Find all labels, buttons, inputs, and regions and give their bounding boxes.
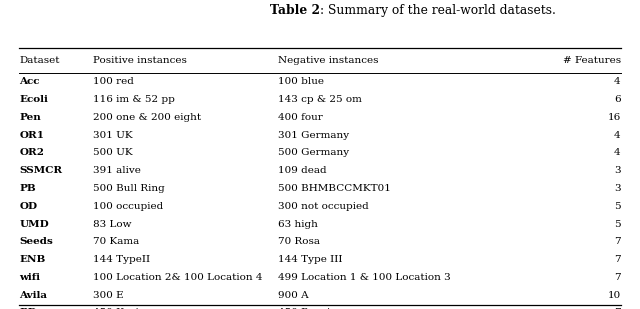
- Text: 400 four: 400 four: [278, 113, 323, 122]
- Text: OR1: OR1: [19, 131, 44, 140]
- Text: 63 high: 63 high: [278, 219, 318, 229]
- Text: ENB: ENB: [19, 255, 45, 264]
- Text: 83 Low: 83 Low: [93, 219, 131, 229]
- Text: SSMCR: SSMCR: [19, 166, 62, 175]
- Text: Dataset: Dataset: [19, 56, 60, 65]
- Text: 200 one & 200 eight: 200 one & 200 eight: [93, 113, 201, 122]
- Text: 100 blue: 100 blue: [278, 77, 324, 87]
- Text: 10: 10: [607, 290, 621, 300]
- Text: Negative instances: Negative instances: [278, 56, 379, 65]
- Text: 499 Location 1 & 100 Location 3: 499 Location 1 & 100 Location 3: [278, 273, 451, 282]
- Text: 6: 6: [614, 95, 621, 104]
- Text: 5: 5: [614, 202, 621, 211]
- Text: 100 red: 100 red: [93, 77, 134, 87]
- Text: Table 2: Table 2: [270, 4, 320, 17]
- Text: 301 Germany: 301 Germany: [278, 131, 349, 140]
- Text: Acc: Acc: [19, 77, 40, 87]
- Text: 70 Kama: 70 Kama: [93, 237, 139, 246]
- Text: # Features: # Features: [563, 56, 621, 65]
- Text: 450 Kecimen: 450 Kecimen: [93, 308, 161, 309]
- Text: 301 UK: 301 UK: [93, 131, 132, 140]
- Text: 7: 7: [614, 237, 621, 246]
- Text: 5: 5: [614, 219, 621, 229]
- Text: 144 Type III: 144 Type III: [278, 255, 343, 264]
- Text: 144 TypeII: 144 TypeII: [93, 255, 150, 264]
- Text: 100 occupied: 100 occupied: [93, 202, 163, 211]
- Text: 3: 3: [614, 184, 621, 193]
- Text: PB: PB: [19, 184, 36, 193]
- Text: Seeds: Seeds: [19, 237, 53, 246]
- Text: 70 Rosa: 70 Rosa: [278, 237, 321, 246]
- Text: RD: RD: [19, 308, 37, 309]
- Text: 500 UK: 500 UK: [93, 148, 132, 158]
- Text: 900 A: 900 A: [278, 290, 309, 300]
- Text: 109 dead: 109 dead: [278, 166, 327, 175]
- Text: Ecoli: Ecoli: [19, 95, 48, 104]
- Text: 500 Germany: 500 Germany: [278, 148, 349, 158]
- Text: 100 Location 2& 100 Location 4: 100 Location 2& 100 Location 4: [93, 273, 262, 282]
- Text: 7: 7: [614, 308, 621, 309]
- Text: Positive instances: Positive instances: [93, 56, 187, 65]
- Text: UMD: UMD: [19, 219, 49, 229]
- Text: 143 cp & 25 om: 143 cp & 25 om: [278, 95, 362, 104]
- Text: Avila: Avila: [19, 290, 47, 300]
- Text: 4: 4: [614, 148, 621, 158]
- Text: OR2: OR2: [19, 148, 44, 158]
- Text: Pen: Pen: [19, 113, 41, 122]
- Text: 391 alive: 391 alive: [93, 166, 141, 175]
- Text: 300 E: 300 E: [93, 290, 124, 300]
- Text: 3: 3: [614, 166, 621, 175]
- Text: OD: OD: [19, 202, 37, 211]
- Text: 4: 4: [614, 77, 621, 87]
- Text: 16: 16: [607, 113, 621, 122]
- Text: 300 not occupied: 300 not occupied: [278, 202, 369, 211]
- Text: wifi: wifi: [19, 273, 40, 282]
- Text: 4: 4: [614, 131, 621, 140]
- Text: 500 Bull Ring: 500 Bull Ring: [93, 184, 164, 193]
- Text: : Summary of the real-world datasets.: : Summary of the real-world datasets.: [320, 4, 556, 17]
- Text: 450 Besni: 450 Besni: [278, 308, 331, 309]
- Text: 7: 7: [614, 273, 621, 282]
- Text: 116 im & 52 pp: 116 im & 52 pp: [93, 95, 175, 104]
- Text: 500 BHMBCCMKT01: 500 BHMBCCMKT01: [278, 184, 391, 193]
- Text: 7: 7: [614, 255, 621, 264]
